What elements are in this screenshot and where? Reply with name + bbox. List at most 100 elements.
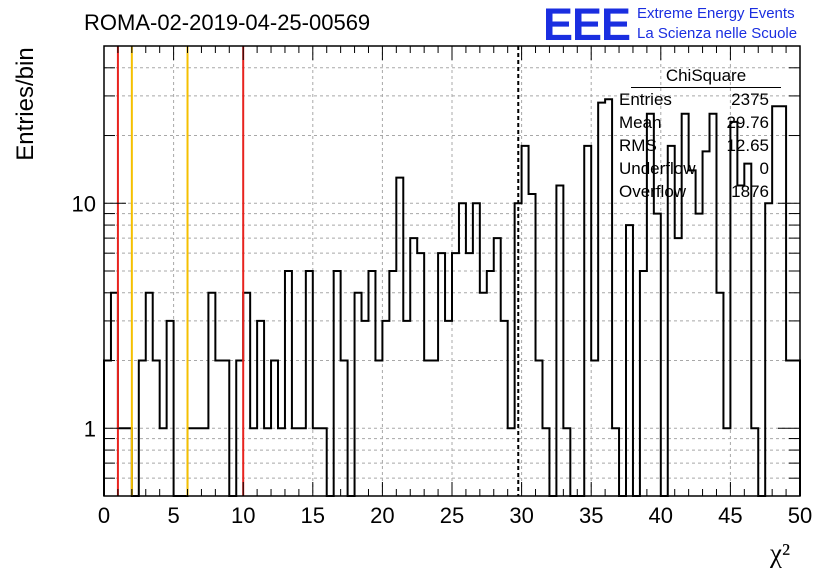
histogram-bin <box>389 271 396 496</box>
x-tick-label: 30 <box>509 503 533 528</box>
histogram-bin <box>431 361 438 496</box>
histogram-bin <box>696 214 703 496</box>
histogram-bin <box>250 428 257 496</box>
histogram-bin <box>536 361 543 496</box>
histogram-bin <box>313 428 320 496</box>
histogram-bin <box>417 253 424 496</box>
histogram-bin <box>285 271 292 496</box>
histogram-bin <box>194 428 201 496</box>
chart-title: ROMA-02-2019-04-25-00569 <box>84 10 371 35</box>
histogram-bin <box>723 428 730 496</box>
histogram-bin <box>438 253 445 496</box>
histogram-bin <box>257 321 264 496</box>
histogram-bin <box>153 361 160 496</box>
histogram-bin <box>737 185 744 496</box>
x-tick-label: 25 <box>440 503 464 528</box>
histogram-bin <box>160 428 167 496</box>
logo-line-2: La Scienza nelle Scuole <box>637 25 798 42</box>
stats-row-rms: RMS 12.65 <box>611 134 781 157</box>
histogram-bin <box>382 321 389 496</box>
histogram-bin <box>236 361 243 496</box>
histogram-bin <box>598 103 605 496</box>
histogram-bin <box>320 428 327 496</box>
stats-value: 29.76 <box>726 113 769 132</box>
histogram-bin <box>563 428 570 496</box>
y-tick-label: 10 <box>72 191 96 216</box>
histogram-bin <box>271 361 278 496</box>
reference-lines <box>116 46 520 496</box>
stats-box: ChiSquare Entries 2375 Mean 29.76 RMS 12… <box>611 66 781 203</box>
histogram-bin <box>368 271 375 496</box>
histogram-bin <box>529 194 536 496</box>
histogram-bin <box>744 164 751 496</box>
histogram-bin <box>334 271 341 496</box>
histogram-bin <box>508 428 515 496</box>
histogram-bin <box>125 428 132 496</box>
histogram-bin <box>459 203 466 496</box>
stats-value: 1876 <box>731 182 769 201</box>
histogram-bin <box>139 361 146 496</box>
stats-title: ChiSquare <box>631 66 781 88</box>
stats-row-mean: Mean 29.76 <box>611 111 781 134</box>
stats-key: Mean <box>619 113 662 132</box>
y-tick-label: 1 <box>84 416 96 441</box>
histogram-bin <box>396 178 403 496</box>
stats-key: RMS <box>619 136 657 155</box>
x-tick-label: 35 <box>579 503 603 528</box>
histogram-bin <box>146 293 153 496</box>
histogram-bin <box>487 271 494 496</box>
histogram-bin <box>626 225 633 496</box>
y-axis-label: Entries/bin <box>12 47 39 161</box>
x-tick-label: 20 <box>370 503 394 528</box>
stats-value: 12.65 <box>726 136 769 155</box>
histogram-bin <box>466 253 473 496</box>
stats-value: 2375 <box>731 90 769 109</box>
histogram-bin <box>188 428 195 496</box>
x-axis-label: χ² <box>770 538 791 568</box>
stats-key: Entries <box>619 90 672 109</box>
histogram-bin <box>215 361 222 496</box>
histogram-bin <box>452 253 459 496</box>
histogram-bin <box>703 151 710 496</box>
histogram-bin <box>362 321 369 496</box>
histogram-bin <box>612 428 619 496</box>
histogram-bin <box>278 428 285 496</box>
x-tick-label: 0 <box>98 503 110 528</box>
stats-row-underflow: Underflow 0 <box>611 157 781 180</box>
stats-key: Overflow <box>619 182 687 201</box>
histogram-bin <box>716 293 723 496</box>
stats-row-overflow: Overflow 1876 <box>611 180 781 203</box>
x-tick-label: 5 <box>167 503 179 528</box>
histogram-bin <box>118 428 125 496</box>
x-tick-label: 45 <box>718 503 742 528</box>
histogram-bin <box>765 203 772 496</box>
histogram-bin <box>306 271 313 496</box>
histogram-bin <box>410 238 417 496</box>
logo-line-1: Extreme Energy Events <box>637 5 795 22</box>
histogram-bin <box>222 361 229 496</box>
histogram-bin <box>675 238 682 496</box>
x-tick-label: 50 <box>788 503 812 528</box>
histogram-bin <box>654 214 661 496</box>
histogram-bin <box>243 293 250 496</box>
histogram-bin <box>355 293 362 496</box>
stats-value: 0 <box>759 159 769 178</box>
axes: 0 5 10 15 20 25 30 35 40 45 50 1 10 <box>72 45 812 528</box>
histogram-bin <box>111 293 118 496</box>
histogram-bin <box>584 146 591 496</box>
histogram-bin <box>424 361 431 496</box>
histogram-outline <box>103 98 801 497</box>
histogram-bin <box>542 428 549 496</box>
histogram-bin <box>556 185 563 496</box>
histogram-bin <box>375 361 382 496</box>
x-tick-label: 15 <box>301 503 325 528</box>
histogram-bin <box>292 428 299 496</box>
histogram-bin <box>689 170 696 496</box>
x-tick-label: 10 <box>231 503 255 528</box>
histogram-bin <box>494 238 501 496</box>
histogram-bin <box>403 321 410 496</box>
eee-logo: EEE <box>543 0 631 50</box>
histogram-bin <box>264 428 271 496</box>
histogram-bin <box>299 428 306 496</box>
